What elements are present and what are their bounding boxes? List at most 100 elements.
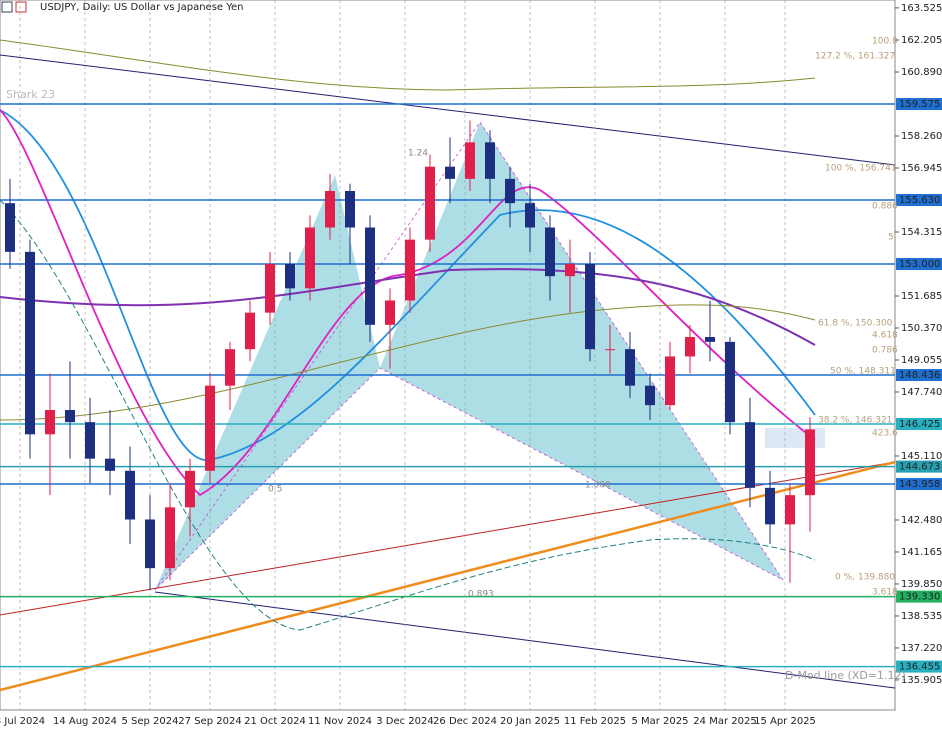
candle-body (345, 191, 355, 228)
candle-body (485, 142, 495, 179)
candle-body (665, 356, 675, 406)
annotation: 0 %, 139.880 (835, 573, 895, 583)
candle-body (405, 239, 415, 301)
x-tick-label: 11 Nov 2024 (308, 716, 372, 727)
candle-body (465, 142, 475, 179)
candle-body (65, 409, 75, 423)
candle-body (5, 203, 15, 252)
level-label-bg (896, 98, 942, 111)
level-label: 153.000 (899, 259, 940, 270)
y-tick-label: 135.905 (901, 675, 942, 686)
candle-body (325, 191, 335, 228)
annotation: 1.24 (408, 149, 428, 159)
y-tick-label: 158.260 (901, 131, 942, 142)
y-tick-label: 142.480 (901, 515, 942, 526)
y-tick-label: 151.685 (901, 291, 942, 302)
candle-body (805, 429, 815, 496)
candle-body (205, 385, 215, 471)
level-label: 136.455 (899, 662, 940, 673)
x-tick-label: 21 Oct 2024 (244, 716, 306, 727)
level-label: 148.436 (899, 370, 940, 381)
level-label: 159.575 (899, 99, 940, 110)
annotation: 0.886 (872, 202, 898, 212)
level-label-bg (896, 478, 942, 491)
y-tick-label: 138.535 (901, 611, 942, 622)
candle-body (545, 227, 555, 277)
level-label: 139.330 (899, 592, 940, 603)
annotation: 0.786 (872, 346, 898, 356)
level-label-bg (896, 417, 942, 430)
candle-body (745, 422, 755, 488)
y-tick-label: 149.055 (901, 355, 942, 366)
candle-body (605, 349, 615, 351)
level-label-bg (896, 257, 942, 270)
candle-body (565, 263, 575, 277)
annotation: 423.6 (872, 429, 898, 439)
x-tick-label: 5 Mar 2025 (631, 716, 688, 727)
y-tick-label: 139.850 (901, 579, 942, 590)
candle-body (585, 263, 595, 350)
annotation: 100 %, 156.741 (825, 164, 897, 174)
level-label-bg (896, 369, 942, 382)
annotation: 0.893 (468, 590, 494, 600)
candle-body (685, 336, 695, 357)
annotation: 127.2 %, 161.327 (815, 52, 895, 62)
level-label: 146.425 (899, 419, 940, 430)
candle-body (625, 349, 635, 386)
annotation: 100.0 (872, 37, 898, 47)
annotation: D-Mod line (XD=1.12) (785, 669, 906, 682)
candle-body (765, 487, 775, 525)
y-tick-label: 156.945 (901, 163, 942, 174)
chart-title: USDJPY, Daily: US Dollar vs Japanese Yen (40, 2, 244, 13)
annotation: Shark 23 (6, 88, 55, 101)
candle-body (185, 470, 195, 508)
level-label-bg (896, 590, 942, 603)
candle-body (725, 341, 735, 423)
candle-body (245, 312, 255, 350)
level-label-bg (896, 660, 942, 673)
candle-body (85, 422, 95, 459)
x-tick-label: 24 Mar 2025 (693, 716, 756, 727)
candle-body (225, 349, 235, 386)
level-label: 155.630 (899, 195, 940, 206)
level-label: 144.673 (899, 462, 940, 473)
candle-body (125, 470, 135, 520)
chart-icon[interactable] (15, 1, 27, 13)
x-tick-label: 14 Aug 2024 (53, 716, 117, 727)
candle-body (445, 166, 455, 179)
annotation: 3.618 (872, 588, 898, 598)
annotation: 1.000 (585, 481, 611, 491)
candle-body (705, 336, 715, 342)
menu-icon[interactable] (1, 1, 13, 13)
x-tick-label: 5 Sep 2024 (121, 716, 178, 727)
annotation: 0.5 (268, 485, 282, 495)
y-tick-label: 160.890 (901, 67, 942, 78)
y-tick-label: 137.220 (901, 643, 942, 654)
candle-body (365, 227, 375, 325)
candle-body (645, 385, 655, 406)
candle-body (285, 263, 295, 289)
candle-body (505, 178, 515, 204)
candle-body (165, 507, 175, 569)
x-tick-label: 3 Jul 2024 (0, 716, 45, 727)
annotation: 50 %, 148.311 (830, 367, 896, 377)
level-label: 143.958 (899, 479, 940, 490)
candle-body (785, 495, 795, 525)
candle-body (525, 203, 535, 228)
x-tick-label: 3 Dec 2024 (376, 716, 434, 727)
x-tick-label: 20 Jan 2025 (500, 716, 560, 727)
x-tick-label: 27 Sep 2024 (178, 716, 241, 727)
x-tick-label: 15 Apr 2025 (754, 716, 816, 727)
y-tick-label: 145.110 (901, 451, 942, 462)
candle-body (385, 300, 395, 325)
candle-body (305, 227, 315, 289)
y-tick-label: 162.205 (901, 35, 942, 46)
candle-body (425, 166, 435, 240)
y-tick-label: 163.525 (901, 3, 942, 14)
annotation: 5 (888, 233, 894, 243)
candle-body (145, 519, 155, 569)
candle-body (265, 263, 275, 313)
level-label-bg (896, 460, 942, 473)
y-tick-label: 147.740 (901, 387, 942, 398)
